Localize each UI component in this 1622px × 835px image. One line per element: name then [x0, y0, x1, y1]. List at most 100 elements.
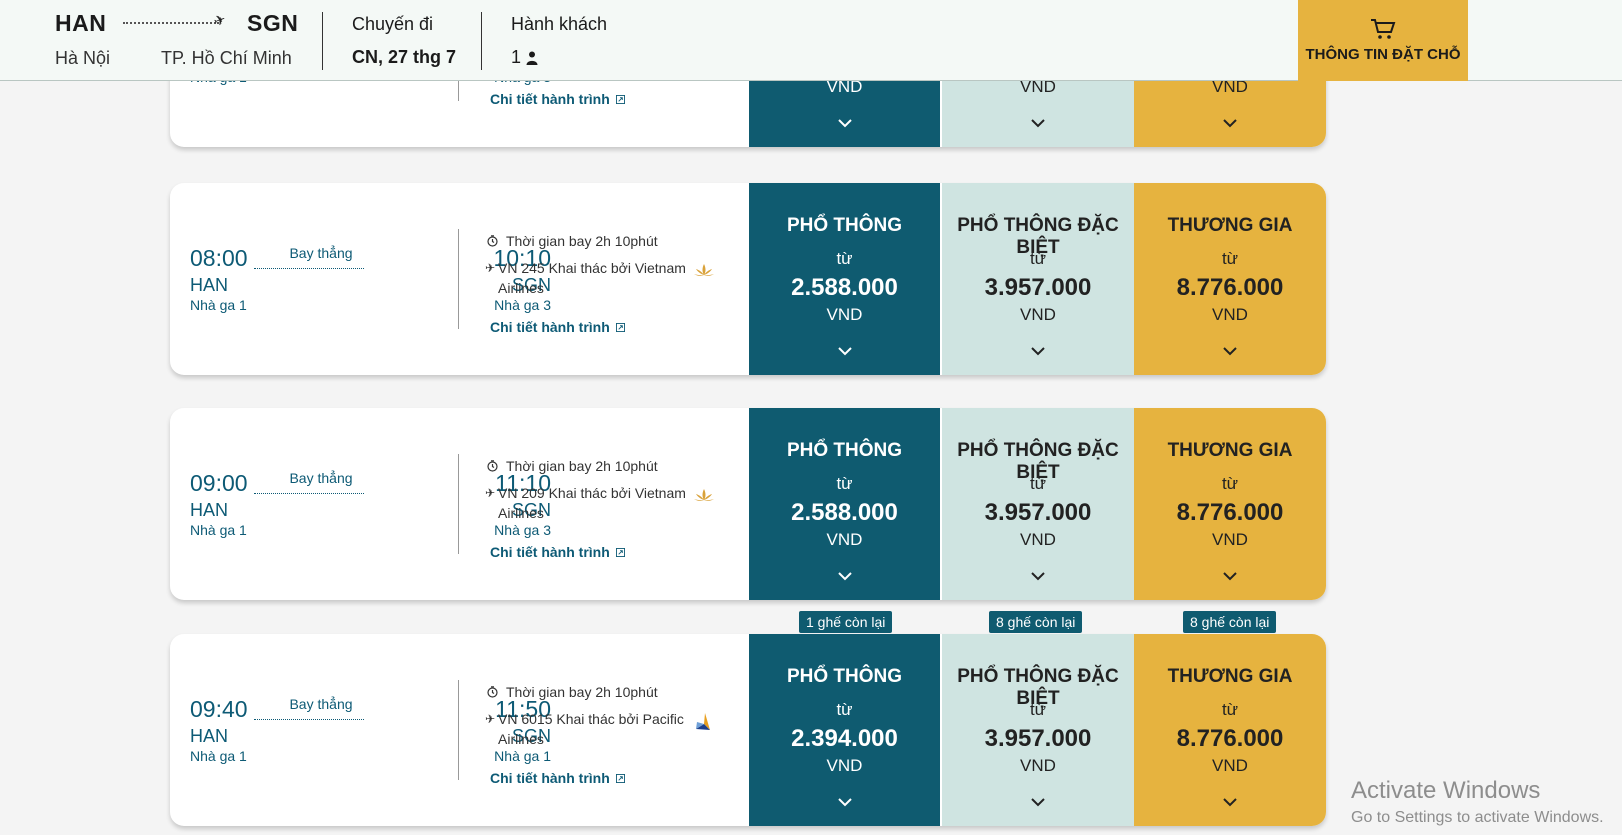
fare-from: từ	[836, 249, 853, 268]
arrival-terminal: Nhà ga 1	[494, 748, 551, 764]
itinerary-details-link[interactable]: Chi tiết hành trình	[490, 770, 625, 786]
pacific-airlines-logo-icon	[696, 713, 710, 730]
flight-card: 09:40 Bay thẳng 11:50 HAN SGN Nhà ga 1 N…	[170, 634, 1326, 826]
fare-title: PHỔ THÔNG ĐẶC BIỆT	[957, 440, 1119, 483]
departure-terminal: Nhà ga 1	[190, 297, 247, 313]
vietnam-airlines-lotus-icon	[694, 264, 714, 276]
stop-type: Bay thẳng	[289, 470, 353, 486]
vietnam-airlines-lotus-icon	[694, 489, 714, 501]
fare-business[interactable]: THƯƠNG GIA từ 8.776.000 VND	[1134, 408, 1326, 600]
flight-card: 09:00 Bay thẳng 11:10 HAN SGN Nhà ga 1 N…	[170, 408, 1326, 600]
fare-price: 2.588.000	[791, 274, 898, 301]
chevron-down-icon	[1223, 119, 1237, 128]
booking-info-label: THÔNG TIN ĐẶT CHỖ	[1305, 46, 1461, 63]
fare-title: THƯƠNG GIA	[1167, 666, 1293, 687]
arrival-code: SGN	[511, 275, 551, 295]
itinerary-details-link[interactable]: Chi tiết hành trình	[490, 544, 625, 560]
fare-premium-economy[interactable]: PHỔ THÔNG ĐẶC BIỆT từ 3.957.000 VND	[942, 408, 1134, 600]
origin-city: Hà Nội	[55, 48, 111, 68]
flight-duration: Thời gian bay 2h 10phút	[487, 458, 658, 474]
fare-currency: VND	[826, 305, 863, 324]
fare-title: THƯƠNG GIA	[1167, 215, 1293, 236]
fare-from: từ	[1029, 249, 1047, 268]
departure-time: 09:40	[190, 696, 248, 722]
fare-price: 3.957.000	[984, 274, 1092, 301]
fare-title: THƯƠNG GIA	[1167, 440, 1293, 461]
plane-icon: ✈	[211, 10, 228, 30]
fare-title: PHỔ THÔNG	[786, 215, 903, 236]
departure-code: HAN	[190, 275, 229, 295]
chevron-down-icon	[1031, 347, 1045, 356]
fare-currency: VND	[1212, 530, 1248, 549]
booking-info-button[interactable]: THÔNG TIN ĐẶT CHỖ	[1298, 0, 1468, 81]
search-summary-header: HAN ✈ SGN Hà Nội TP. Hồ Chí Minh Chuyến …	[0, 0, 1622, 81]
arrival-time: 10:10	[493, 245, 551, 271]
fare-currency: VND	[1212, 756, 1248, 775]
departure-time: 08:00	[190, 245, 248, 271]
chevron-down-icon	[1223, 572, 1237, 581]
arrival-terminal: Nhà ga 3	[494, 297, 551, 313]
flight-info: ✈ VN 245 Khai thác bởi Vietnam Airlines	[485, 260, 686, 296]
stop-type: Bay thẳng	[289, 696, 353, 712]
fare-economy[interactable]: PHỔ THÔNG từ 2.588.000 VND	[749, 183, 940, 375]
itinerary-details-link[interactable]: Chi tiết hành trình	[490, 319, 625, 335]
fare-currency: VND	[826, 530, 863, 549]
header-divider	[322, 12, 323, 70]
plane-icon: ✈	[485, 712, 496, 726]
fare-price: 3.957.000	[984, 725, 1092, 752]
fare-economy[interactable]: PHỔ THÔNG từ 2.394.000 VND	[749, 634, 940, 826]
fare-business[interactable]: THƯƠNG GIA từ 8.776.000 VND	[1134, 183, 1326, 375]
fare-from: từ	[1221, 700, 1239, 719]
chevron-down-icon	[1223, 798, 1237, 807]
departure-terminal: Nhà ga 1	[190, 522, 247, 538]
plane-icon: ✈	[485, 486, 496, 500]
fare-currency: VND	[1020, 756, 1056, 775]
flight-card: 08:00 Bay thẳng 10:10 HAN SGN Nhà ga 1 N…	[170, 183, 1326, 375]
chevron-down-icon	[837, 572, 852, 581]
card-divider	[458, 454, 459, 554]
fare-from: từ	[1029, 474, 1047, 493]
fare-title: PHỔ THÔNG ĐẶC BIỆT	[957, 215, 1119, 258]
flight-info: ✈ VN 6015 Khai thác bởi Pacific Airlines	[485, 711, 684, 747]
destination-code: SGN	[247, 10, 299, 36]
passengers-label: Hành khách	[511, 14, 608, 34]
fare-price: 8.776.000	[1176, 499, 1284, 526]
clock-icon	[487, 235, 498, 247]
fare-premium-economy[interactable]: PHỔ THÔNG ĐẶC BIỆT từ 3.957.000 VND	[942, 634, 1134, 826]
chevron-down-icon	[837, 119, 852, 128]
activate-windows-subtitle: Go to Settings to activate Windows.	[1351, 809, 1604, 826]
seats-left-badge-premium-economy: 8 ghế còn lại	[989, 611, 1083, 633]
fare-business[interactable]: THƯƠNG GIA từ 8.776.000 VND	[1134, 634, 1326, 826]
card-divider	[458, 680, 459, 780]
external-link-icon	[615, 773, 625, 783]
route-line	[254, 268, 364, 269]
fare-currency: VND	[826, 756, 863, 775]
clock-icon	[487, 460, 498, 472]
departure-time: 09:00	[190, 470, 248, 496]
fare-price: 8.776.000	[1176, 725, 1284, 752]
chevron-down-icon	[837, 347, 852, 356]
fare-currency: VND	[1212, 77, 1248, 96]
route-line	[254, 719, 364, 720]
itinerary-details-link[interactable]: Chi tiết hành trình	[490, 91, 625, 107]
route-line	[254, 493, 364, 494]
arrival-code: SGN	[511, 500, 551, 520]
fare-currency: VND	[1020, 530, 1056, 549]
fare-economy[interactable]: PHỔ THÔNG từ 2.588.000 VND	[749, 408, 940, 600]
external-link-icon	[615, 94, 625, 104]
passengers-count: 1	[511, 47, 538, 68]
fare-premium-economy[interactable]: PHỔ THÔNG ĐẶC BIỆT từ 3.957.000 VND	[942, 183, 1134, 375]
fare-currency: VND	[1020, 305, 1056, 324]
fare-title: PHỔ THÔNG	[786, 440, 903, 461]
trip-label: Chuyến đi	[352, 14, 434, 34]
activate-windows-title: Activate Windows	[1351, 777, 1541, 804]
fare-from: từ	[1221, 249, 1239, 268]
fare-title: PHỔ THÔNG ĐẶC BIỆT	[957, 666, 1119, 709]
fare-currency: VND	[826, 77, 863, 96]
origin-code: HAN	[55, 10, 107, 36]
fare-price: 3.957.000	[984, 499, 1092, 526]
fare-from: từ	[836, 474, 853, 493]
card-divider	[458, 229, 459, 329]
fare-title: PHỔ THÔNG	[786, 666, 903, 687]
departure-code: HAN	[190, 500, 229, 520]
